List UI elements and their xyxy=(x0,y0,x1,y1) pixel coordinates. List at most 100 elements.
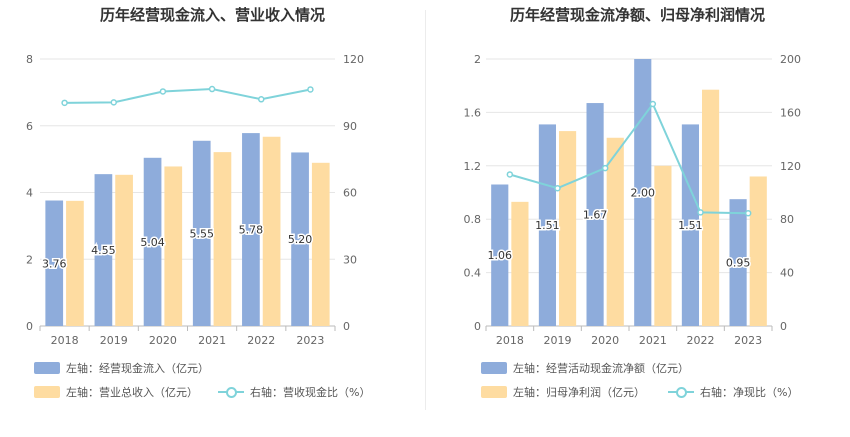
chart-panel-cashflow-revenue: 历年经营现金流入、营业收入情况 0 2 4 6 8 0 30 60 90 120 3.76 2018 4… xyxy=(26,6,370,400)
bar-0-s1-2018 xyxy=(45,200,64,326)
y-left-tick-label: 0 xyxy=(26,320,33,333)
x-tick-label: 2023 xyxy=(296,334,324,347)
panel-divider xyxy=(425,10,426,410)
line-point-2019 xyxy=(110,99,117,106)
legend-item-series-2[interactable]: 左轴：归母净利润（亿元） xyxy=(481,384,645,400)
legend-label: 右轴：净现比（%） xyxy=(700,386,799,399)
bar-data-label: 5.78 xyxy=(239,224,264,237)
bar-1-s2-2020 xyxy=(606,137,624,326)
bar-0-s1-2020 xyxy=(143,157,162,326)
x-tick-label: 2018 xyxy=(496,334,524,347)
legend-label: 右轴：营收现金比（%） xyxy=(250,386,371,399)
legend-item-series-1[interactable]: 左轴：经营现金流入（亿元） xyxy=(34,360,209,376)
y-right-tick-label: 0 xyxy=(343,320,350,333)
chart-title: 历年经营现金流净额、归母净利润情况 xyxy=(509,6,765,24)
x-tick-label: 2021 xyxy=(639,334,667,347)
line-point-2021 xyxy=(208,85,216,93)
y-right-tick-label: 0 xyxy=(780,320,787,333)
y-right-tick-label: 160 xyxy=(780,106,801,119)
bar-0-s2-2022 xyxy=(262,136,281,326)
bar-data-label: 4.55 xyxy=(91,244,116,257)
chart-title: 历年经营现金流入、营业收入情况 xyxy=(99,6,325,24)
line-point-2020 xyxy=(601,164,609,172)
bar-1-s1-2018 xyxy=(491,184,509,326)
bar-1-s1-2021 xyxy=(634,59,652,326)
bar-1-s1-2020 xyxy=(586,103,604,327)
bar-0-s1-2019 xyxy=(94,174,113,326)
bar-data-label: 5.20 xyxy=(288,233,313,246)
legend-label: 左轴：营业总收入（亿元） xyxy=(66,386,198,399)
line-series-1 xyxy=(509,102,749,215)
y-right-tick-label: 60 xyxy=(343,187,357,200)
bar-0-s2-2020 xyxy=(164,166,183,326)
legend-line-icon xyxy=(668,386,694,398)
y-right-tick-label: 80 xyxy=(780,213,794,226)
bar-0-s2-2019 xyxy=(115,174,133,326)
legend-swatch-icon xyxy=(34,362,60,374)
legend-item-series-1[interactable]: 左轴：经营活动现金流净额（亿元） xyxy=(481,360,689,376)
bar-1-s2-2021 xyxy=(654,165,672,326)
x-tick-label: 2019 xyxy=(100,334,128,347)
y-right-tick-label: 30 xyxy=(343,253,357,266)
bar-data-label: 1.06 xyxy=(488,249,513,262)
y-left-tick-label: 0.8 xyxy=(464,213,482,226)
legend-item-series-3[interactable]: 右轴：净现比（%） xyxy=(668,384,798,400)
line-point-2019 xyxy=(554,184,561,192)
x-tick-label: 2021 xyxy=(198,334,226,347)
bar-0-s2-2021 xyxy=(213,152,232,326)
bar-0-s2-2018 xyxy=(66,200,84,326)
legend-label: 左轴：经营现金流入（亿元） xyxy=(66,362,209,375)
y-left-tick-label: 2 xyxy=(26,253,33,266)
y-left-tick-label: 1.2 xyxy=(464,160,482,173)
line-point-2022 xyxy=(697,209,704,216)
bar-data-label: 3.76 xyxy=(42,257,67,270)
bar-1-s2-2018 xyxy=(511,201,529,326)
bar-0-s1-2023 xyxy=(291,152,309,326)
y-left-tick-label: 2 xyxy=(474,53,481,66)
bar-data-label: 1.51 xyxy=(535,219,560,232)
line-point-2020 xyxy=(159,88,167,95)
bar-data-label: 0.95 xyxy=(726,257,751,270)
bar-data-label: 5.04 xyxy=(140,236,165,249)
bar-1-s1-2022 xyxy=(681,124,699,326)
x-tick-label: 2018 xyxy=(51,334,79,347)
bar-1-s2-2022 xyxy=(702,89,720,326)
bar-data-label: 1.51 xyxy=(678,219,703,232)
x-tick-label: 2023 xyxy=(734,334,762,347)
x-tick-label: 2022 xyxy=(247,334,275,347)
bar-0-s1-2022 xyxy=(242,133,260,326)
legend-label: 左轴：归母净利润（亿元） xyxy=(513,386,645,399)
bar-data-label: 1.67 xyxy=(583,209,608,222)
bar-1-s1-2019 xyxy=(538,124,556,326)
bar-1-s1-2023 xyxy=(729,199,747,326)
bar-1-s2-2023 xyxy=(749,176,767,326)
bar-data-label: 2.00 xyxy=(631,187,656,200)
line-point-2022 xyxy=(258,96,265,103)
line-point-2018 xyxy=(506,171,514,178)
y-right-tick-label: 90 xyxy=(343,120,357,133)
legend-item-series-2[interactable]: 左轴：营业总收入（亿元） xyxy=(34,384,198,400)
line-series-0 xyxy=(64,88,311,104)
y-right-tick-label: 200 xyxy=(780,53,801,66)
y-left-tick-label: 6 xyxy=(26,120,33,133)
legend-line-icon xyxy=(218,386,244,398)
y-left-tick-label: 1.6 xyxy=(464,106,482,119)
legend-swatch-icon xyxy=(34,386,60,398)
bar-0-s1-2021 xyxy=(192,140,211,326)
legend-swatch-icon xyxy=(481,386,507,398)
bar-1-s2-2019 xyxy=(559,131,577,326)
y-left-tick-label: 0.4 xyxy=(464,267,482,280)
legend-label: 左轴：经营活动现金流净额（亿元） xyxy=(513,362,689,375)
chart-panel-netcash-profit: 历年经营现金流净额、归母净利润情况 0 0.4 0.8 1.2 1.6 2 0 40 80 120… xyxy=(425,0,850,437)
bar-data-label: 5.55 xyxy=(189,227,214,240)
y-right-tick-label: 120 xyxy=(343,53,364,66)
x-tick-label: 2020 xyxy=(149,334,177,347)
line-point-2023 xyxy=(744,209,752,217)
bar-0-s2-2023 xyxy=(311,162,330,326)
x-tick-label: 2020 xyxy=(591,334,619,347)
chart-svg: 0 2 4 6 8 0 30 60 90 120 3.76 2018 4.55 2019 5.04 2020 5… xyxy=(26,53,364,347)
legend-item-series-3[interactable]: 右轴：营收现金比（%） xyxy=(218,384,370,400)
x-tick-label: 2022 xyxy=(687,334,715,347)
y-left-tick-label: 0 xyxy=(474,320,481,333)
legend-swatch-icon xyxy=(481,362,507,374)
